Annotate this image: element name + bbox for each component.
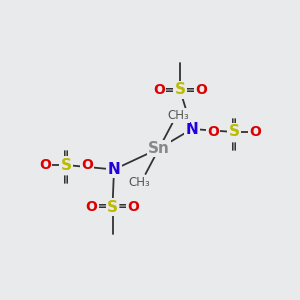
Text: O: O [128,200,140,214]
Text: =: = [59,147,73,158]
Text: S: S [107,200,118,214]
Text: =: = [59,172,73,183]
Text: O: O [39,158,51,172]
Text: O: O [195,83,207,97]
Text: =: = [118,200,128,214]
Text: S: S [61,158,71,172]
Text: O: O [85,200,98,214]
Text: N: N [108,162,120,177]
Text: O: O [81,158,93,172]
Text: =: = [227,115,241,125]
Text: =: = [97,200,107,214]
Text: O: O [249,125,261,139]
Text: CH₃: CH₃ [129,176,150,189]
Text: O: O [207,125,219,139]
Text: =: = [227,139,241,149]
Text: =: = [164,83,175,97]
Text: Sn: Sn [148,141,170,156]
Text: O: O [153,83,165,97]
Text: N: N [186,122,198,136]
Text: S: S [175,82,185,98]
Text: =: = [185,83,196,97]
Text: CH₃: CH₃ [168,109,189,122]
Text: S: S [229,124,239,140]
